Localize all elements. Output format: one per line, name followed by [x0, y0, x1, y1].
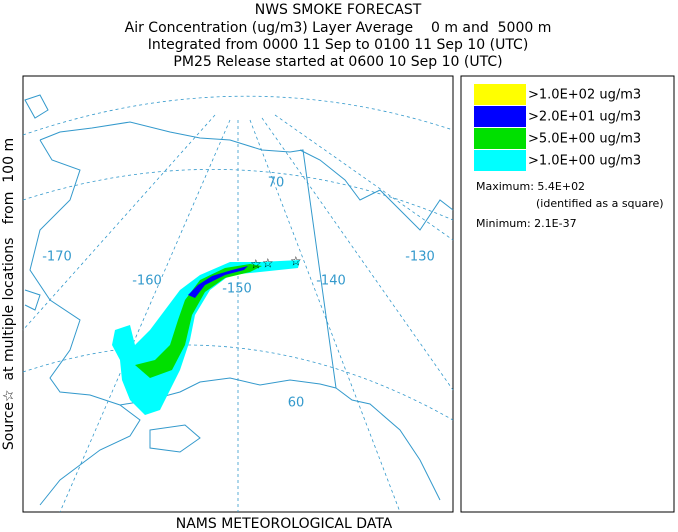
- legend-label: >1.0E+02 ug/m3: [528, 88, 641, 103]
- source-marker: ☆: [290, 255, 302, 270]
- longitude-label: -160: [132, 274, 162, 289]
- latitude-label: 60: [288, 396, 305, 411]
- maximum-note: (identified as a square): [536, 197, 664, 210]
- coastline: [24, 94, 454, 506]
- side-label: Source☆ at multiple locations from 100 m: [1, 138, 17, 450]
- legend-swatch: [474, 128, 526, 149]
- legend-label: >2.0E+01 ug/m3: [528, 110, 641, 125]
- legend: Maximum: 5.4E+02 (identified as a square…: [460, 75, 675, 513]
- title: NWS SMOKE FORECAST: [255, 2, 422, 18]
- graticule: [22, 95, 454, 513]
- plume-level-2: [135, 264, 262, 378]
- subtitle: Air Concentration (ug/m3) Layer Average …: [125, 20, 552, 36]
- legend-swatch: [474, 84, 526, 105]
- map: ☆ ☆ ☆ -170 -160 -150 -140 -130 70 60: [22, 75, 454, 513]
- smoke-plume: ☆ ☆ ☆: [112, 255, 302, 415]
- legend-swatch: [474, 150, 526, 171]
- longitude-label: -150: [222, 282, 252, 297]
- source-marker: ☆: [262, 257, 274, 272]
- footer: NAMS METEOROLOGICAL DATA: [176, 516, 393, 532]
- maximum: Maximum: 5.4E+02: [476, 180, 585, 193]
- plume-level-3: [188, 266, 248, 298]
- legend-swatch: [474, 106, 526, 127]
- longitude-label: -140: [316, 274, 346, 289]
- source-marker: ☆: [250, 258, 262, 273]
- legend-label: >1.0E+00 ug/m3: [528, 154, 641, 169]
- longitude-label: -130: [405, 250, 435, 265]
- subtitle: Integrated from 0000 11 Sep to 0100 11 S…: [148, 37, 529, 53]
- latitude-label: 70: [268, 176, 285, 191]
- legend-label: >5.0E+00 ug/m3: [528, 132, 641, 147]
- subtitle: PM25 Release started at 0600 10 Sep 10 (…: [173, 54, 502, 70]
- longitude-label: -170: [42, 250, 72, 265]
- minimum: Minimum: 2.1E-37: [476, 217, 577, 230]
- source-markers: ☆ ☆ ☆: [250, 255, 302, 273]
- plume-level-1: [112, 260, 300, 415]
